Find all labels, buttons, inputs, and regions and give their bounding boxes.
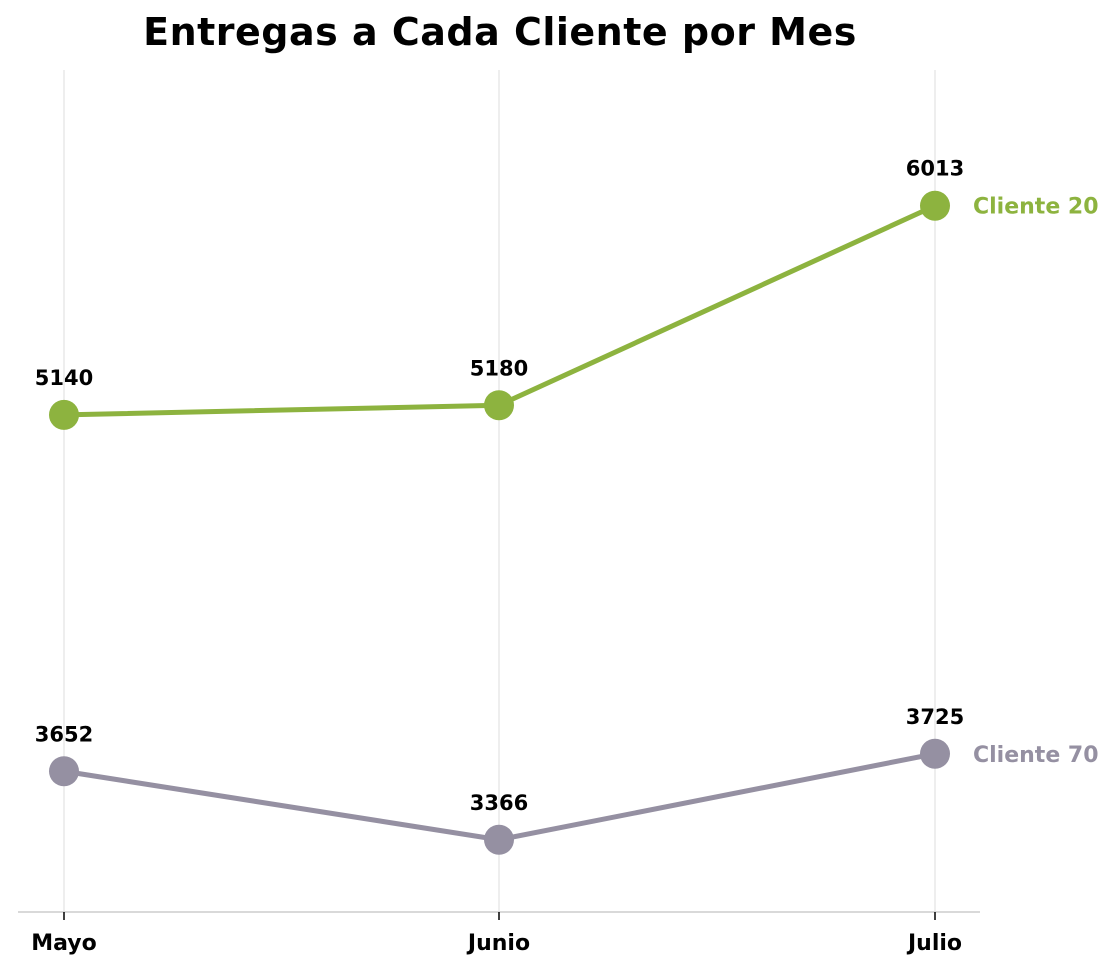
x-axis: Mayo Junio Julio: [18, 911, 980, 956]
x-tick-label: Junio: [466, 931, 530, 956]
data-point: [484, 824, 514, 855]
data-point: [484, 390, 514, 421]
data-label: 6013: [906, 157, 964, 181]
data-label: 5140: [35, 366, 93, 390]
data-point: [49, 399, 79, 430]
data-label: 3725: [906, 705, 964, 729]
data-label: 3366: [470, 791, 528, 815]
series-label: Cliente 20: [973, 195, 1099, 220]
series-label: Cliente 70: [973, 743, 1099, 768]
chart-title: Entregas a Cada Cliente por Mes: [143, 10, 857, 54]
data-label: 5180: [470, 356, 528, 380]
data-point: [49, 756, 79, 787]
data-point: [920, 738, 950, 769]
x-tick-label: Mayo: [31, 931, 97, 956]
series-group: [49, 190, 950, 855]
grid-lines: [63, 70, 936, 912]
labels-group: 5140 5180 6013 Cliente 20 3652 3366 3725 Client…: [35, 157, 1099, 815]
x-tick-label: Julio: [906, 931, 962, 956]
data-label: 3652: [35, 722, 93, 746]
data-point: [920, 190, 950, 221]
